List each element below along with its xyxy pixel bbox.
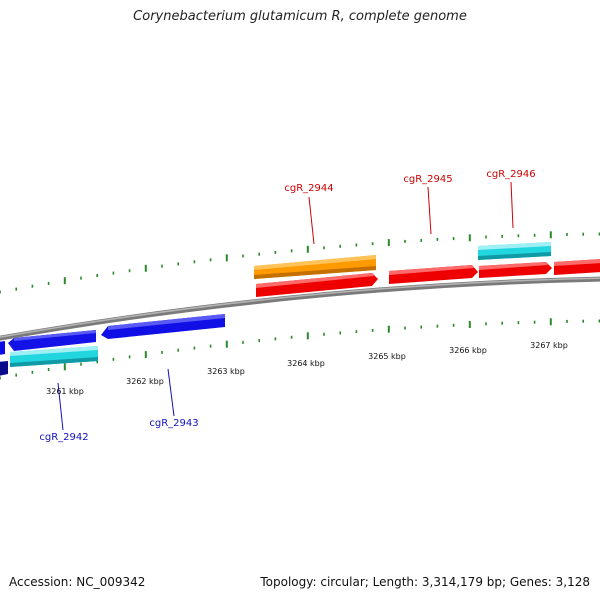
genome-backbone (0, 276, 600, 341)
topology-label: Topology: circular; Length: 3,314,179 bp… (260, 575, 590, 589)
gene-label-cgR_2946[interactable]: cgR_2946 (486, 169, 535, 180)
gene-label-cgR_2945[interactable]: cgR_2945 (403, 174, 452, 185)
genome-backbone-highlight (0, 277, 600, 338)
kbp-label-3261: 3261 kbp (46, 387, 84, 396)
leader-cgR_2944 (308, 196, 315, 245)
upper-tick-row (0, 231, 600, 294)
gene-arrow-red-right-edge[interactable] (554, 259, 600, 275)
leader-cgR_2942 (57, 382, 64, 431)
kbp-label-3265: 3265 kbp (368, 352, 406, 361)
gene-label-cgR_2943[interactable]: cgR_2943 (149, 418, 198, 429)
kbp-label-3264: 3264 kbp (287, 359, 325, 368)
leader-cgR_2943 (167, 368, 175, 417)
gene-box-cyan-upper[interactable] (478, 242, 551, 260)
gene-arrow-cgR_2944[interactable] (256, 273, 378, 297)
lower-tick-row (0, 318, 600, 380)
kbp-label-3263: 3263 kbp (207, 367, 245, 376)
gene-arrow-cgR_2943-partner[interactable] (8, 330, 96, 351)
genome-title: Corynebacterium glutamicum R, complete g… (133, 9, 467, 24)
gene-label-cgR_2942[interactable]: cgR_2942 (39, 432, 88, 443)
kbp-label-3262: 3262 kbp (126, 377, 164, 386)
gene-label-cgR_2944[interactable]: cgR_2944 (284, 183, 333, 194)
gene-arrow-navy-left-edge[interactable] (0, 341, 5, 355)
gene-arrow-cgR_2945[interactable] (389, 265, 478, 284)
gene-arrow-navy-lower[interactable] (0, 361, 8, 376)
leader-cgR_2946 (510, 181, 514, 229)
gene-box-cgR_2942[interactable] (10, 346, 98, 367)
kbp-label-3266: 3266 kbp (449, 346, 487, 355)
leader-cgR_2945 (427, 186, 432, 235)
gene-arrow-cgR_2946[interactable] (479, 262, 552, 278)
gene-arrow-cgR_2943[interactable] (101, 314, 225, 339)
kbp-label-3267: 3267 kbp (530, 341, 568, 350)
accession-label: Accession: NC_009342 (9, 575, 146, 589)
gene-box-orange[interactable] (254, 255, 376, 279)
